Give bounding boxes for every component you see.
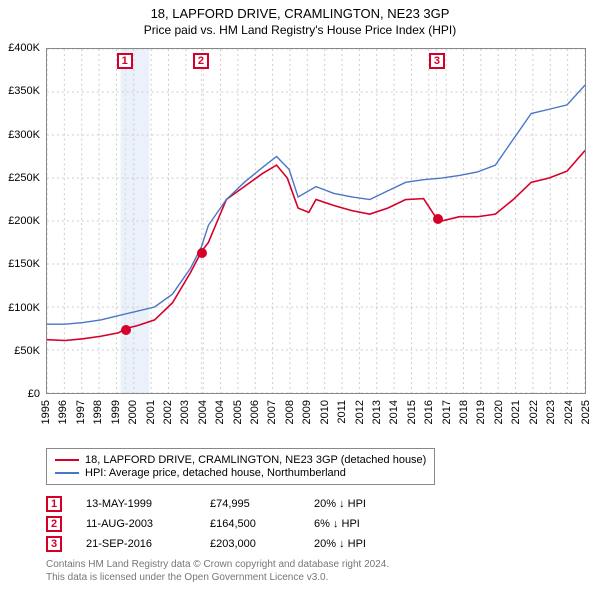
sale-date: 13-MAY-1999	[86, 498, 186, 510]
title-block: 18, LAPFORD DRIVE, CRAMLINGTON, NE23 3GP…	[0, 0, 600, 39]
y-tick-label: £350K	[8, 85, 40, 97]
x-tick-label: 1996	[57, 400, 69, 424]
y-tick-label: £300K	[8, 129, 40, 141]
sale-delta: 6% ↓ HPI	[314, 518, 414, 530]
x-tick-label: 2017	[441, 400, 453, 424]
sales-row: 1 13-MAY-1999 £74,995 20% ↓ HPI	[46, 496, 546, 512]
sale-dot	[433, 214, 443, 224]
sale-delta: 20% ↓ HPI	[314, 498, 414, 510]
x-tick-label: 2023	[545, 400, 557, 424]
sale-marker-tab: 3	[429, 53, 445, 69]
x-tick-label: 1997	[75, 400, 87, 424]
x-tick-label: 1998	[92, 400, 104, 424]
sale-delta: 20% ↓ HPI	[314, 538, 414, 550]
x-tick-label: 2018	[458, 400, 470, 424]
x-tick-label: 2004	[197, 400, 209, 424]
sale-price: £203,000	[210, 538, 290, 550]
sale-marker-icon: 1	[46, 496, 62, 512]
sales-row: 3 21-SEP-2016 £203,000 20% ↓ HPI	[46, 536, 546, 552]
x-tick-label: 2005	[232, 400, 244, 424]
x-tick-label: 2008	[284, 400, 296, 424]
x-tick-label: 2022	[528, 400, 540, 424]
legend-row: HPI: Average price, detached house, Nort…	[55, 467, 426, 479]
footer-line: This data is licensed under the Open Gov…	[46, 571, 389, 584]
footer-attribution: Contains HM Land Registry data © Crown c…	[46, 558, 389, 584]
sale-price: £164,500	[210, 518, 290, 530]
legend: 18, LAPFORD DRIVE, CRAMLINGTON, NE23 3GP…	[46, 448, 435, 485]
x-axis-labels: 1995199619971998199920002001200220032004…	[46, 398, 586, 450]
sale-marker-tab: 2	[193, 53, 209, 69]
legend-row: 18, LAPFORD DRIVE, CRAMLINGTON, NE23 3GP…	[55, 454, 426, 466]
chart-subtitle: Price paid vs. HM Land Registry's House …	[0, 23, 600, 37]
x-tick-label: 2014	[388, 400, 400, 424]
legend-label: HPI: Average price, detached house, Nort…	[85, 467, 346, 479]
y-tick-label: £200K	[8, 215, 40, 227]
x-tick-label: 2007	[266, 400, 278, 424]
x-tick-label: 2010	[319, 400, 331, 424]
x-tick-label: 2004	[214, 400, 226, 424]
x-tick-label: 2006	[249, 400, 261, 424]
sale-marker-icon: 2	[46, 516, 62, 532]
x-tick-label: 2002	[162, 400, 174, 424]
sale-dot	[197, 248, 207, 258]
chart-title: 18, LAPFORD DRIVE, CRAMLINGTON, NE23 3GP	[0, 6, 600, 21]
x-tick-label: 2021	[510, 400, 522, 424]
footer-line: Contains HM Land Registry data © Crown c…	[46, 558, 389, 571]
legend-swatch	[55, 472, 79, 474]
sales-row: 2 11-AUG-2003 £164,500 6% ↓ HPI	[46, 516, 546, 532]
x-tick-label: 2009	[301, 400, 313, 424]
y-tick-label: £100K	[8, 302, 40, 314]
legend-swatch	[55, 459, 79, 461]
sale-date: 21-SEP-2016	[86, 538, 186, 550]
x-tick-label: 1999	[110, 400, 122, 424]
x-tick-label: 2011	[336, 400, 348, 424]
sale-price: £74,995	[210, 498, 290, 510]
x-tick-label: 2013	[371, 400, 383, 424]
y-tick-label: £250K	[8, 172, 40, 184]
y-tick-label: £400K	[8, 42, 40, 54]
sale-marker-tab: 1	[117, 53, 133, 69]
x-tick-label: 2012	[354, 400, 366, 424]
x-tick-label: 2001	[145, 400, 157, 424]
sales-table: 1 13-MAY-1999 £74,995 20% ↓ HPI 2 11-AUG-2003…	[46, 492, 546, 556]
y-axis-labels: £0£50K£100K£150K£200K£250K£300K£350K£400…	[0, 48, 44, 394]
x-tick-label: 2016	[423, 400, 435, 424]
sale-dot	[121, 325, 131, 335]
x-tick-label: 2025	[580, 400, 592, 424]
x-tick-label: 2024	[563, 400, 575, 424]
x-tick-label: 2015	[406, 400, 418, 424]
chart-svg	[47, 49, 585, 393]
x-tick-label: 2000	[127, 400, 139, 424]
x-tick-label: 2020	[493, 400, 505, 424]
chart-area: 1 2 3	[46, 48, 586, 394]
sale-date: 11-AUG-2003	[86, 518, 186, 530]
x-tick-label: 2003	[179, 400, 191, 424]
legend-label: 18, LAPFORD DRIVE, CRAMLINGTON, NE23 3GP…	[85, 454, 426, 466]
x-tick-label: 2019	[475, 400, 487, 424]
y-tick-label: £150K	[8, 258, 40, 270]
x-tick-label: 1995	[40, 400, 52, 424]
y-tick-label: £50K	[14, 345, 40, 357]
y-tick-label: £0	[28, 388, 40, 400]
sale-marker-icon: 3	[46, 536, 62, 552]
